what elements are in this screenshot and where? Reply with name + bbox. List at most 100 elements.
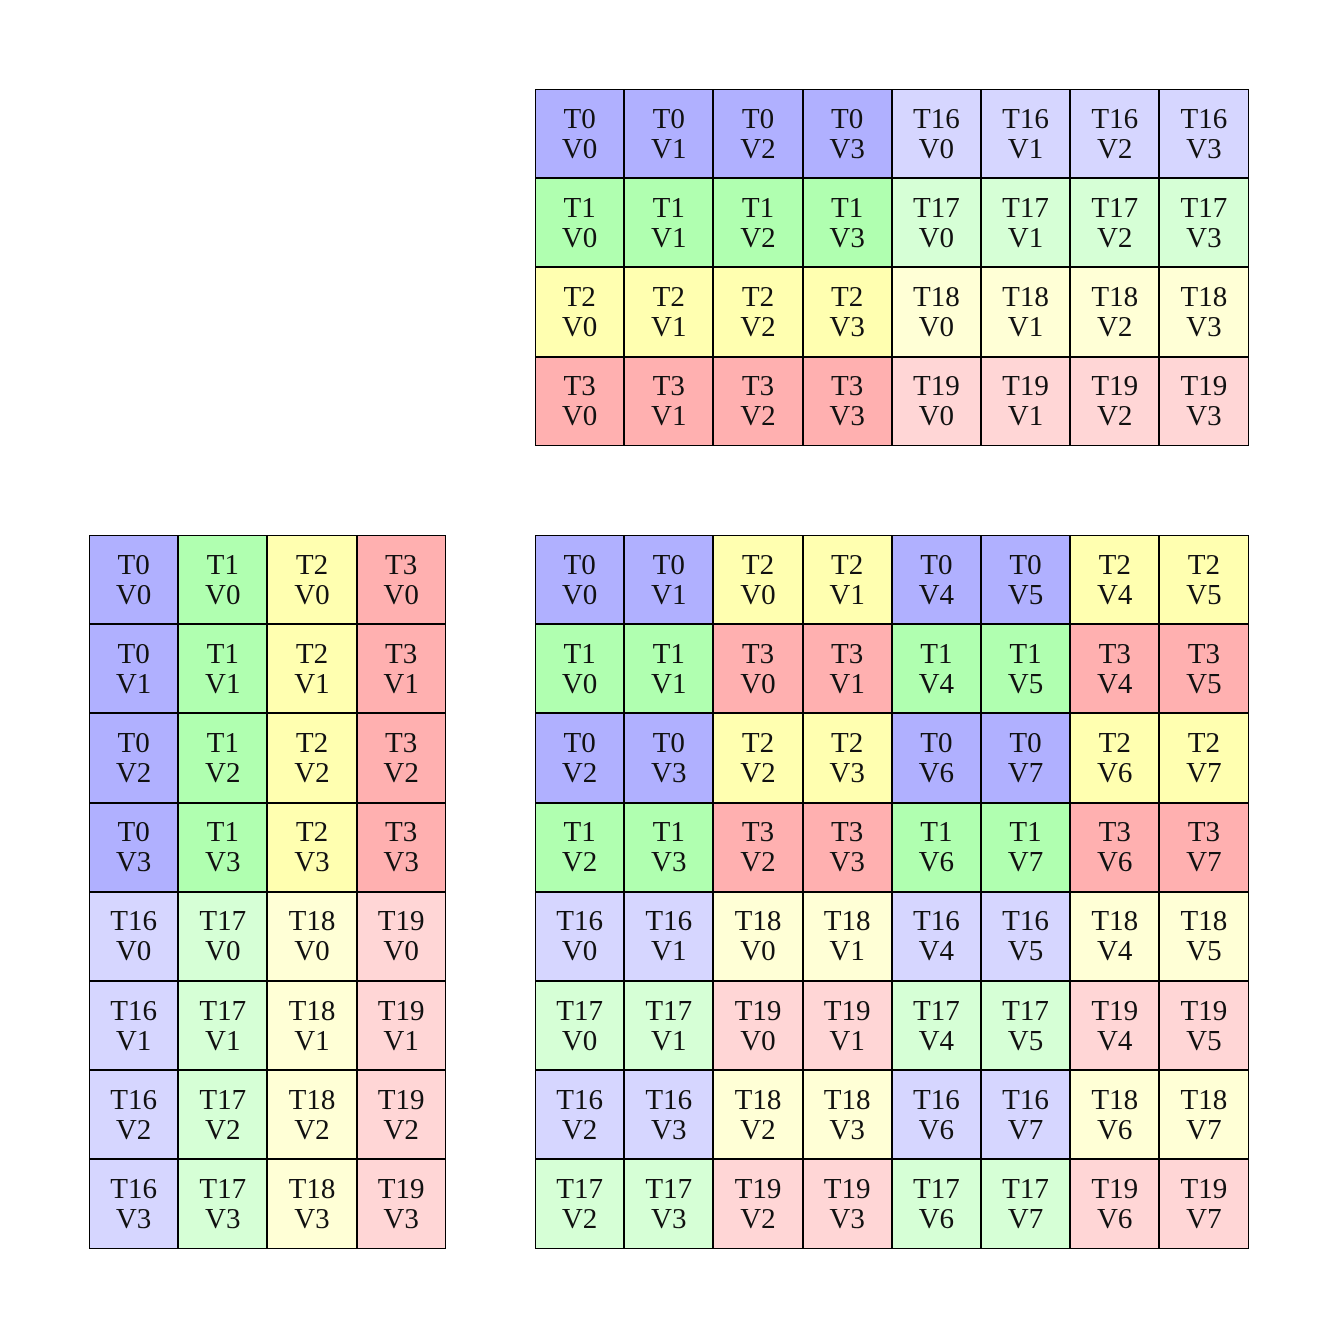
grid-cell: T3 V3 [803, 357, 891, 445]
value-label: V1 [383, 1024, 419, 1057]
grid-cell: T2 V3 [803, 268, 891, 356]
grid-cell: T19 V1 [357, 981, 445, 1070]
value-label: V0 [918, 132, 955, 165]
value-label: V2 [740, 221, 776, 254]
value-label: V1 [829, 935, 865, 968]
thread-label: T16 [110, 905, 157, 938]
thread-label: T1 [206, 637, 239, 670]
grid-cell: T19 V4 [1071, 981, 1159, 1070]
grid-cell: T17 V6 [892, 1160, 980, 1248]
grid-cell: T1 V4 [892, 625, 980, 713]
grid-cell: T18 V2 [1071, 268, 1159, 356]
thread-label: T0 [117, 637, 150, 670]
grid-cell: T0 V5 [981, 536, 1070, 624]
value-label: V5 [1186, 667, 1222, 700]
thread-label: T17 [199, 1172, 247, 1205]
thread-label: T2 [295, 726, 329, 759]
value-label: V6 [918, 756, 955, 789]
thread-label: T18 [1180, 1083, 1228, 1116]
thread-label: T3 [1098, 816, 1131, 849]
thread-label: T17 [556, 1172, 603, 1205]
value-label: V3 [829, 132, 865, 165]
thread-label: T1 [741, 191, 775, 224]
grid-cell: T17 V0 [892, 179, 980, 267]
grid-cell: T3 V3 [357, 803, 445, 891]
thread-label: T2 [295, 816, 329, 849]
value-label: V2 [1096, 310, 1133, 343]
value-label: V0 [561, 667, 598, 700]
value-label: V3 [205, 846, 241, 879]
grid-cell: T16 V2 [536, 1071, 624, 1159]
grid-cell: T18 V4 [1071, 892, 1159, 980]
thread-label: T3 [1187, 637, 1221, 670]
value-label: V6 [918, 1202, 955, 1235]
value-label: V1 [1007, 132, 1044, 165]
value-label: V3 [829, 400, 865, 433]
value-label: V1 [651, 221, 687, 254]
value-label: V0 [740, 578, 776, 611]
grid-cell: T16 V1 [981, 90, 1070, 178]
grid-cell: T3 V2 [714, 803, 802, 891]
value-label: V3 [1186, 310, 1222, 343]
thread-label: T17 [199, 1083, 247, 1116]
thread-label: T18 [288, 994, 336, 1027]
value-label: V0 [740, 667, 776, 700]
grid-cell: T0 V2 [714, 90, 802, 178]
value-label: V0 [383, 578, 419, 611]
value-label: V3 [651, 1202, 687, 1235]
thread-label: T18 [912, 280, 960, 313]
value-label: V5 [1186, 1024, 1222, 1057]
grid-cell: T18 V2 [268, 1071, 356, 1159]
value-label: V2 [740, 846, 776, 879]
grid-cell: T2 V0 [536, 268, 624, 356]
grid-cell: T16 V2 [90, 1071, 178, 1159]
value-label: V2 [740, 310, 776, 343]
thread-label: T0 [920, 548, 953, 581]
thread-label: T3 [831, 370, 864, 403]
value-label: V0 [918, 400, 955, 433]
grid-cell: T17 V0 [179, 892, 267, 980]
value-label: V4 [918, 935, 955, 968]
grid-cell: T17 V0 [536, 981, 624, 1070]
value-label: V0 [561, 221, 598, 254]
thread-label: T3 [385, 816, 418, 849]
grid-cell: T0 V3 [803, 90, 891, 178]
grid-cell: T19 V7 [1160, 1160, 1248, 1248]
value-label: V7 [1186, 1113, 1222, 1146]
thread-label: T3 [831, 637, 864, 670]
thread-label: T0 [920, 726, 953, 759]
grid-cell: T3 V0 [536, 357, 624, 445]
value-label: V4 [918, 578, 955, 611]
value-label: V5 [1007, 1024, 1044, 1057]
thread-label: T16 [556, 905, 603, 938]
value-label: V7 [1186, 1202, 1222, 1235]
value-label: V0 [561, 1024, 598, 1057]
value-label: V1 [651, 400, 687, 433]
thread-label: T19 [1091, 370, 1139, 403]
thread-label: T0 [1009, 726, 1042, 759]
value-label: V2 [115, 756, 152, 789]
value-label: V2 [740, 132, 776, 165]
thread-label: T16 [1002, 905, 1049, 938]
value-label: V1 [651, 1024, 687, 1057]
thread-label: T19 [912, 370, 960, 403]
grid-cell: T17 V2 [1071, 179, 1159, 267]
thread-label: T19 [1002, 370, 1049, 403]
thread-label: T18 [288, 905, 336, 938]
thread-label: T0 [563, 102, 596, 135]
value-label: V1 [829, 667, 865, 700]
grid-cell: T16 V4 [892, 892, 980, 980]
grid-cell: T16 V1 [90, 981, 178, 1070]
value-label: V3 [383, 1202, 419, 1235]
thread-label: T17 [1002, 1172, 1049, 1205]
thread-label: T17 [1091, 191, 1139, 224]
grid-cell: T18 V1 [803, 892, 891, 980]
grid-cell: T0 V0 [536, 90, 624, 178]
thread-label: T17 [199, 905, 247, 938]
grid-cell: T1 V0 [179, 536, 267, 624]
grid-cell: T18 V1 [981, 268, 1070, 356]
thread-label: T16 [1180, 102, 1228, 135]
value-label: V0 [740, 1024, 776, 1057]
value-label: V1 [829, 578, 865, 611]
thread-label: T2 [295, 637, 329, 670]
